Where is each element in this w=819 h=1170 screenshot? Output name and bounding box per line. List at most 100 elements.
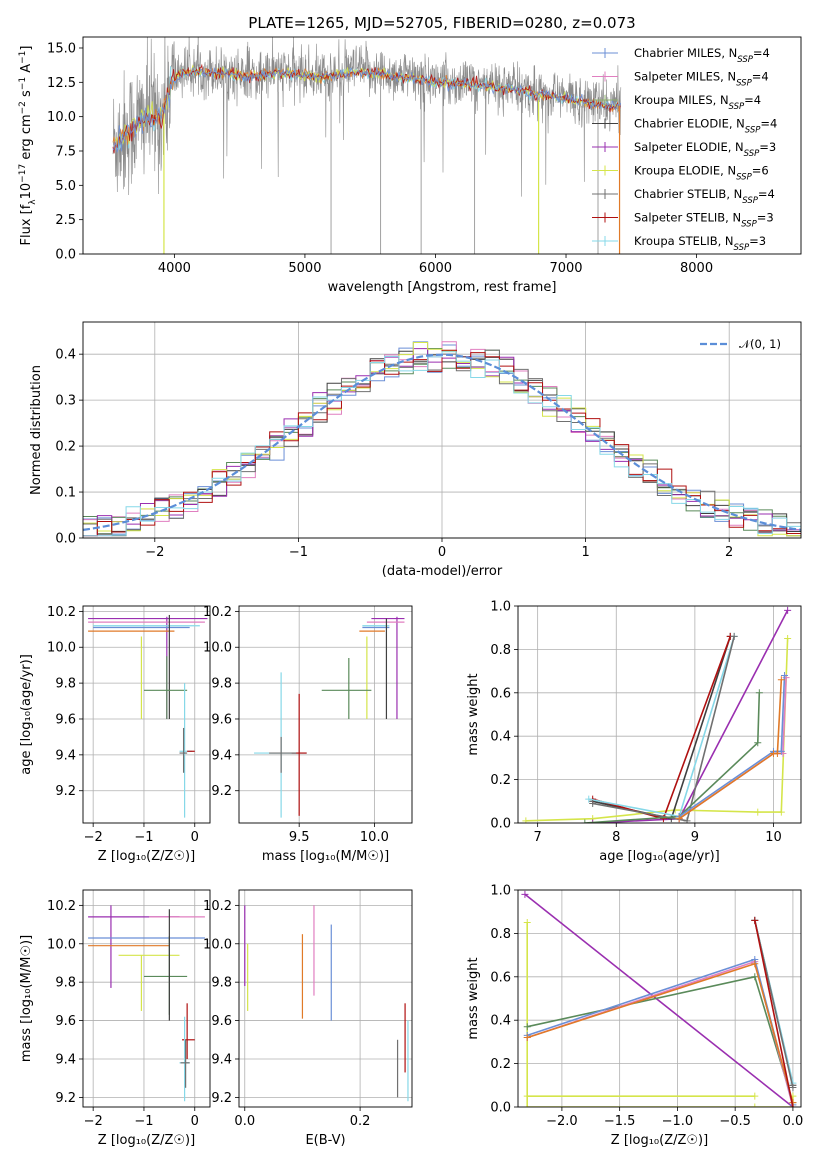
y-tick-label: 10.0 <box>47 641 76 656</box>
legend-text: =3 <box>757 211 774 225</box>
y-tick-label: 0.4 <box>55 348 76 363</box>
legend-entry: Kroupa ELODIE, NSSP=6 <box>634 164 769 183</box>
legend-entry: Salpeter STELIB, NSSP=3 <box>634 211 774 230</box>
legend-text: =4 <box>753 46 770 60</box>
y-tick-label: 9.6 <box>211 1014 232 1029</box>
legend-text: Chabrier ELODIE, N <box>634 117 745 131</box>
y-tick-label: 0.0 <box>490 1101 511 1116</box>
y-tick-label: 10.0 <box>203 937 232 952</box>
weight-line <box>524 893 794 1107</box>
x-tick-label: −2 <box>84 1114 103 1129</box>
weight-line <box>525 638 789 822</box>
legend-text: Kroupa STELIB, N <box>634 234 734 248</box>
plot-area <box>83 341 801 537</box>
weight-marker <box>784 606 792 614</box>
weight-marker <box>784 635 792 643</box>
y-tick-label: 0.6 <box>490 686 511 701</box>
plot-area <box>112 37 622 254</box>
x-tick-label: 0.0 <box>783 1114 804 1129</box>
panel-mass-vs-ebv: 0.0 0.2 9.2 9.4 9.6 9.8 10.0 10.2 E(B-V) <box>203 889 413 1148</box>
y-axis-label-part: −2 <box>18 101 28 114</box>
y-tick-label: 9.8 <box>211 677 232 692</box>
legend-text: Salpeter ELODIE, N <box>634 140 744 154</box>
x-axis-label: age [log₁₀(age/yr)] <box>599 849 720 864</box>
weight-marker <box>780 671 788 679</box>
y-axis-label-part: λ <box>28 199 38 205</box>
x-axis-label: Z [log₁₀(Z/Z☉)] <box>611 1133 708 1148</box>
x-axis-label: Z [log₁₀(Z/Z☉)] <box>98 1133 195 1148</box>
y-tick-label: 9.6 <box>55 1014 76 1029</box>
y-tick-label: 0.0 <box>55 248 76 263</box>
y-tick-label: 7.5 <box>55 144 76 159</box>
y-axis-label-part: erg cm <box>19 114 34 163</box>
legend-sub: SSP <box>741 220 757 230</box>
x-tick-label: −1 <box>134 830 153 845</box>
y-tick-label: 5.0 <box>55 179 76 194</box>
panel-age-vs-Z: −2 −1 0 9.2 9.4 9.6 9.8 10.0 10.2 Z [log₁₀(Z/Z☉)]… <box>19 605 211 864</box>
x-tick-label: 10.0 <box>360 830 389 845</box>
model-spectrum <box>113 66 622 153</box>
observed-spectrum <box>112 37 622 197</box>
legend-entry: Kroupa STELIB, NSSP=3 <box>634 234 766 253</box>
panel-weight-vs-age: 7 8 9 10 0.0 0.2 0.4 0.6 0.8 1.0 age [log₁₀(age/yr… <box>466 600 802 864</box>
y-tick-label: 9.8 <box>211 976 232 991</box>
y-axis-label: mass [log₁₀(M/M☉)] <box>19 935 34 1062</box>
y-tick-label: 0.0 <box>55 532 76 547</box>
x-tick-label: 0 <box>191 1114 199 1129</box>
x-tick-label: −2 <box>145 545 164 560</box>
normal-curve <box>83 353 801 531</box>
legend-entry: Salpeter MILES, NSSP=4 <box>634 70 769 89</box>
y-tick-label: 15.0 <box>47 41 76 56</box>
y-tick-label: 10.2 <box>203 605 232 620</box>
legend-text: =4 <box>760 117 777 131</box>
panel-spectrum: 4000 5000 6000 7000 8000 0.0 2.5 5.0 7.5 10.0 12.5… <box>18 14 802 295</box>
weight-marker <box>581 819 589 823</box>
legend-sub: SSP <box>734 243 750 253</box>
y-axis-label-part: A <box>19 64 34 77</box>
legend-sub: SSP <box>729 102 745 112</box>
x-tick-label: 4000 <box>158 261 191 276</box>
axes-frame <box>82 321 802 539</box>
axes-frame <box>517 605 802 824</box>
panel-age-vs-mass: 9.5 10.0 9.2 9.4 9.6 9.8 10.0 10.2 mass [log₁₀(M… <box>203 605 413 864</box>
plot-area <box>521 890 797 1107</box>
x-tick-label: −1 <box>289 545 308 560</box>
y-tick-label: 1.0 <box>490 884 511 899</box>
x-tick-label: −1.5 <box>604 1114 636 1129</box>
weight-marker <box>751 1092 759 1100</box>
x-tick-label: 8 <box>612 830 620 845</box>
y-tick-label: 0.4 <box>490 1014 511 1029</box>
y-tick-label: 9.2 <box>55 784 76 799</box>
weight-marker <box>751 916 759 924</box>
y-axis-label-part: −1 <box>18 51 28 64</box>
model-spectrum <box>112 66 622 153</box>
weight-marker <box>589 799 597 807</box>
y-tick-label: 9.4 <box>211 748 232 763</box>
weight-line <box>526 922 794 1107</box>
weight-marker <box>751 973 759 981</box>
y-axis-label: mass weight <box>466 673 481 755</box>
y-tick-label: 10.0 <box>47 937 76 952</box>
legend-entry: Chabrier STELIB, NSSP=4 <box>634 187 775 206</box>
y-tick-label: 10.2 <box>203 899 232 914</box>
y-tick-label: 2.5 <box>55 213 76 228</box>
legend: 𝒩(0, 1) <box>700 337 781 351</box>
weight-marker <box>773 750 781 758</box>
legend-sub: SSP <box>736 173 752 183</box>
y-tick-label: 0.2 <box>55 440 76 455</box>
x-tick-label: 0 <box>438 545 446 560</box>
x-tick-label: 0.0 <box>234 1114 255 1129</box>
axes-frame <box>517 889 802 1108</box>
x-tick-label: 0 <box>191 830 199 845</box>
legend-text: Kroupa MILES, N <box>634 93 729 107</box>
axes-frame <box>82 889 211 1108</box>
weight-line <box>588 636 735 818</box>
y-tick-label: 10.2 <box>47 605 76 620</box>
x-tick-label: −1 <box>134 1114 153 1129</box>
legend-text: =3 <box>749 234 766 248</box>
weight-marker <box>777 808 785 816</box>
weight-line <box>584 692 761 823</box>
y-axis-label-part: s <box>19 90 34 101</box>
legend-text: Salpeter MILES, N <box>634 70 736 84</box>
